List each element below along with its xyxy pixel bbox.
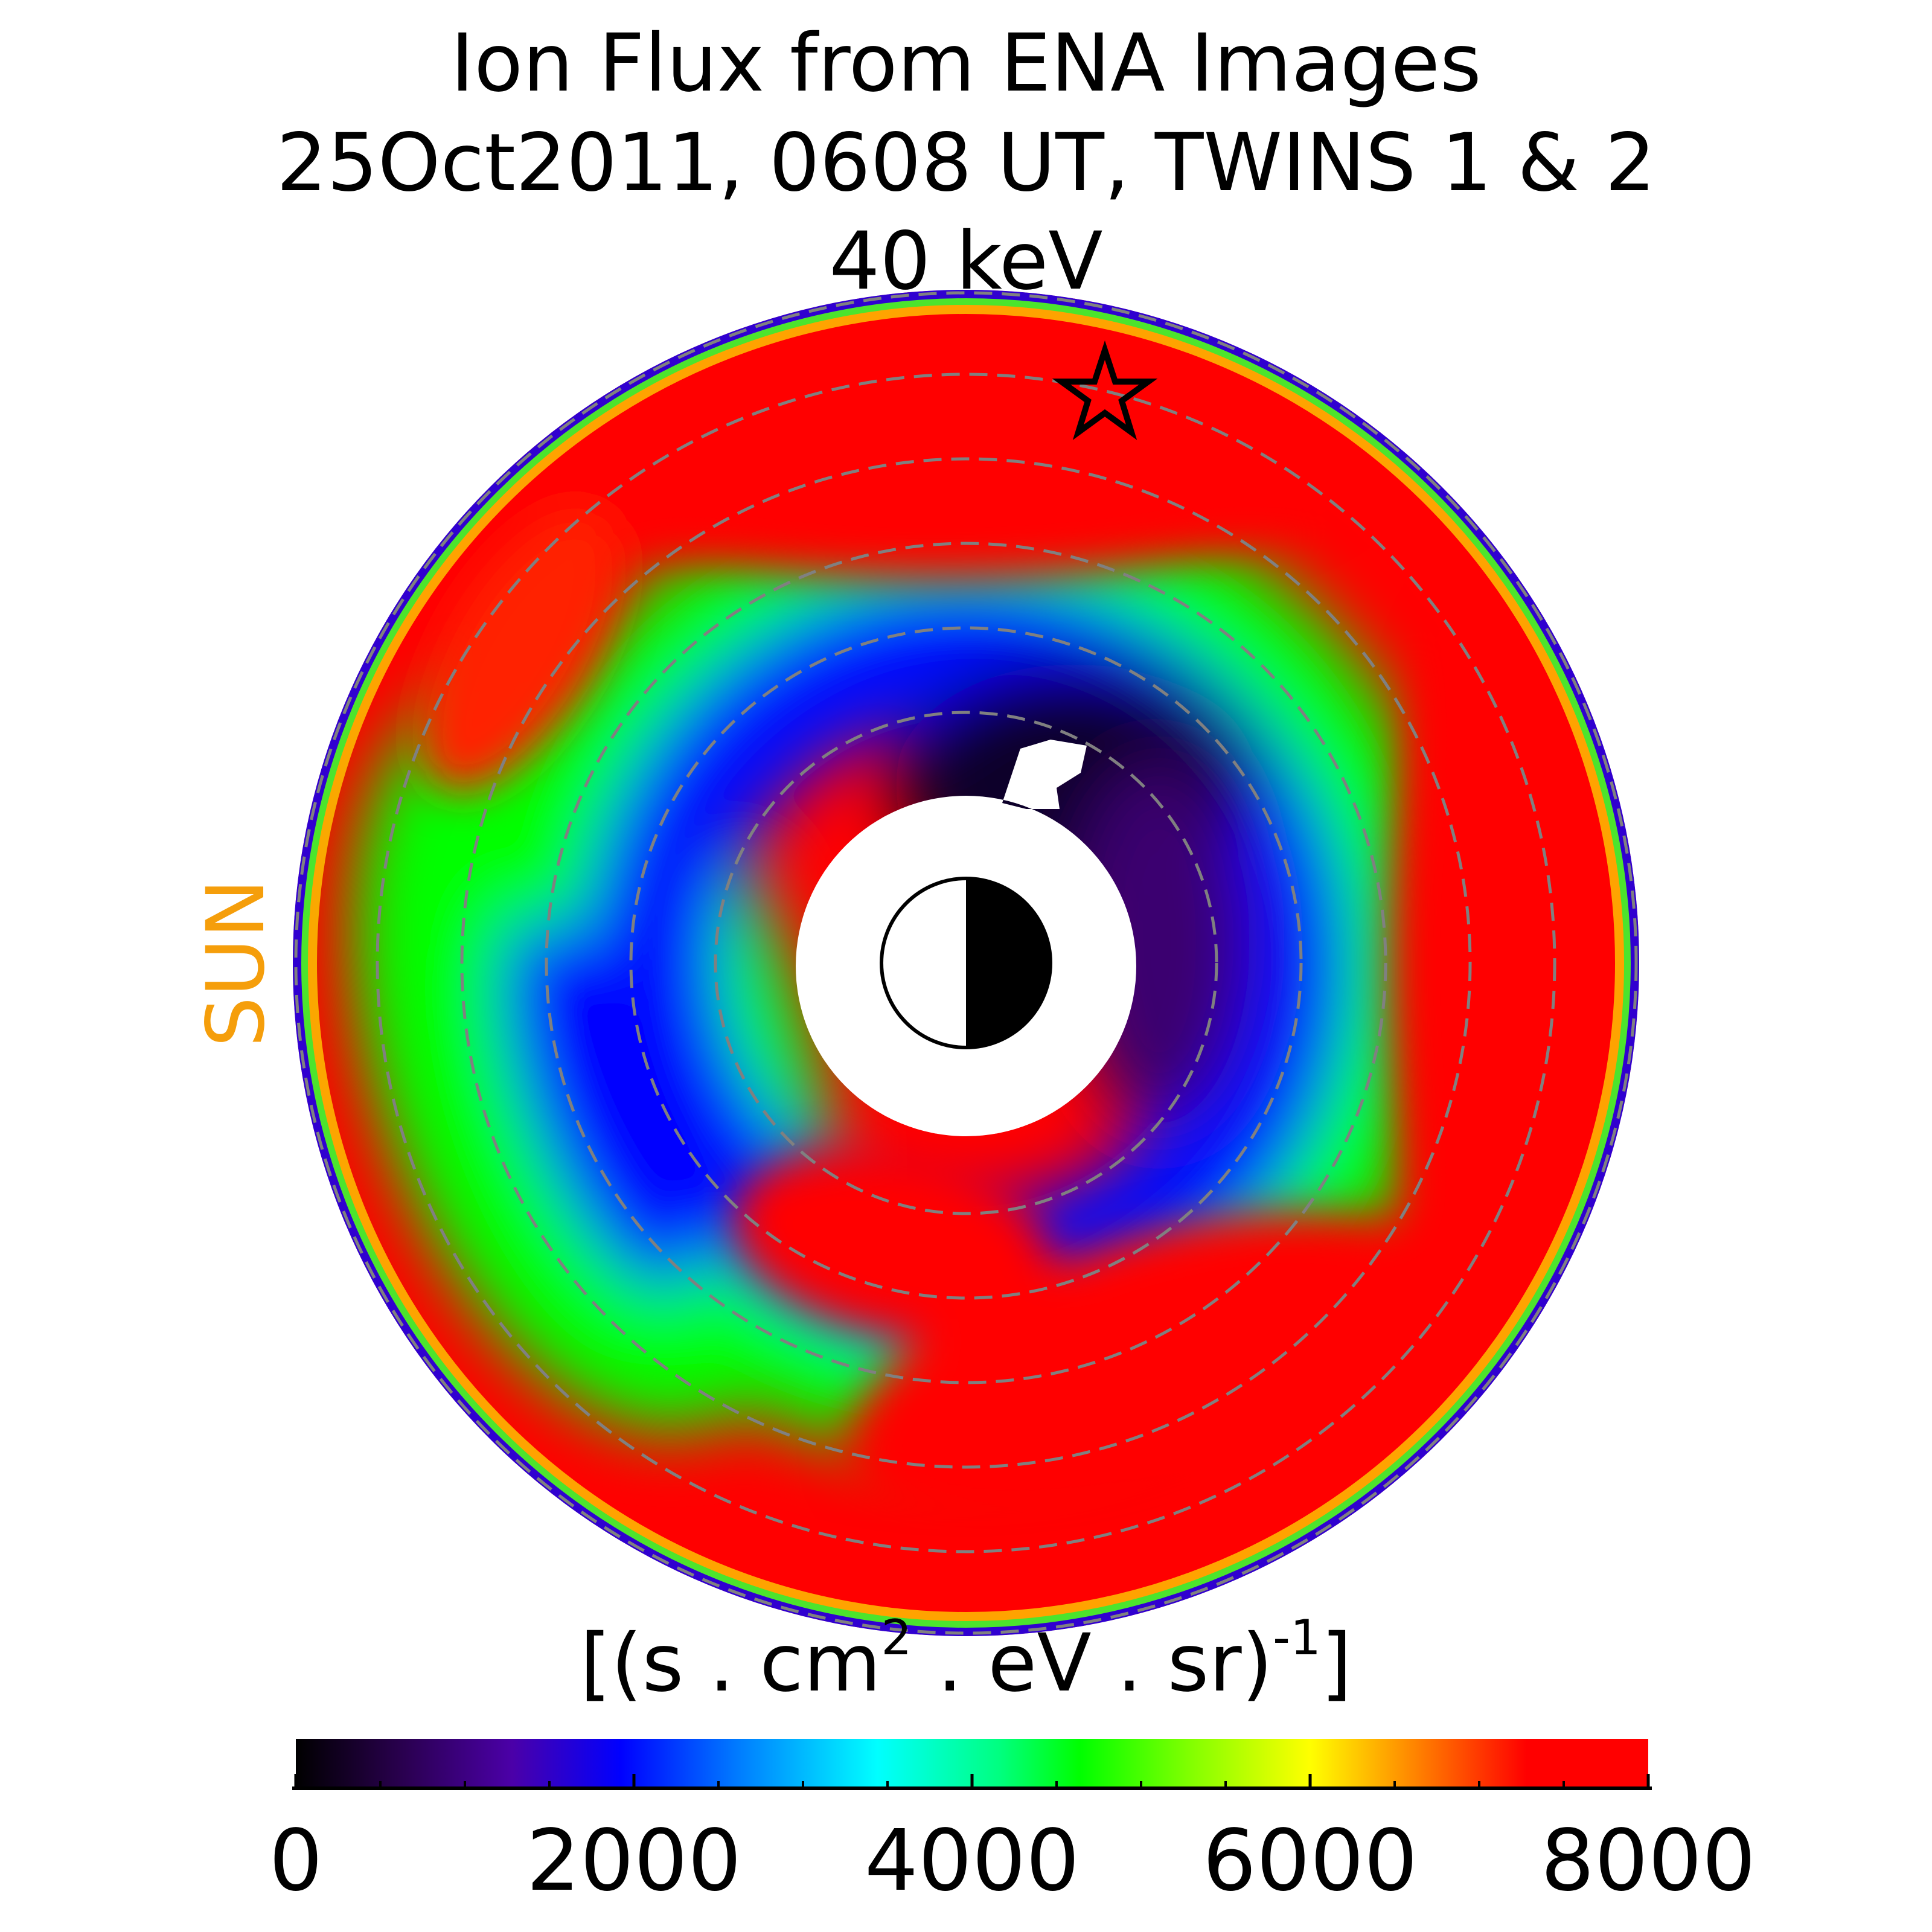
heatmap-blob-red-north <box>513 362 1358 580</box>
title-line-1: Ion Flux from ENA Images <box>450 17 1481 110</box>
distance-ring-5 <box>376 373 1556 1553</box>
earth-dayside <box>881 878 966 1048</box>
unit-sup-2: -1 <box>1273 1610 1321 1666</box>
heatmap-blob-red-south <box>733 1148 1054 1339</box>
earth-nightside <box>966 878 1051 1048</box>
heatmap-blob-blue-west <box>503 918 705 1292</box>
colorbar: 0 2000 4000 6000 8000 <box>269 1739 1756 1910</box>
colorbar-tick-label: 4000 <box>865 1812 1080 1910</box>
unit-sup-1: 2 <box>881 1610 912 1666</box>
distance-ring-3 <box>545 542 1387 1384</box>
earth-outline <box>880 877 1052 1049</box>
earth-symbol <box>880 877 1052 1049</box>
heatmap-edge-green <box>296 293 1636 1633</box>
sun-label: SUN <box>190 878 283 1047</box>
unit-middle: . eV . sr) <box>912 1617 1273 1710</box>
distance-rings <box>294 291 1638 1635</box>
spacecraft-star-marker <box>1052 340 1158 440</box>
colorbar-tick-label: 0 <box>269 1812 322 1910</box>
colorbar-tick-label: 6000 <box>1203 1812 1418 1910</box>
unit-prefix: [(s . cm <box>580 1617 881 1710</box>
title-line-2: 25Oct2011, 0608 UT, TWINS 1 & 2 <box>277 117 1655 210</box>
colorbar-tick-label: 8000 <box>1541 1812 1756 1910</box>
colorbar-unit-label: [(s . cm2 . eV . sr)-1] <box>580 1610 1352 1710</box>
distance-ring-4 <box>460 457 1472 1469</box>
unit-suffix: ] <box>1321 1617 1352 1710</box>
distance-ring-1 <box>714 711 1218 1215</box>
heatmap-blob-red-east <box>1389 592 1570 1340</box>
distance-ring-6 <box>294 291 1638 1635</box>
heatmap-blob-red-northwest <box>418 511 620 793</box>
distance-ring-2 <box>629 626 1303 1300</box>
colorbar-tick-label: 2000 <box>526 1812 741 1910</box>
colorbar-ticks: 0 2000 4000 6000 8000 <box>269 1774 1756 1910</box>
